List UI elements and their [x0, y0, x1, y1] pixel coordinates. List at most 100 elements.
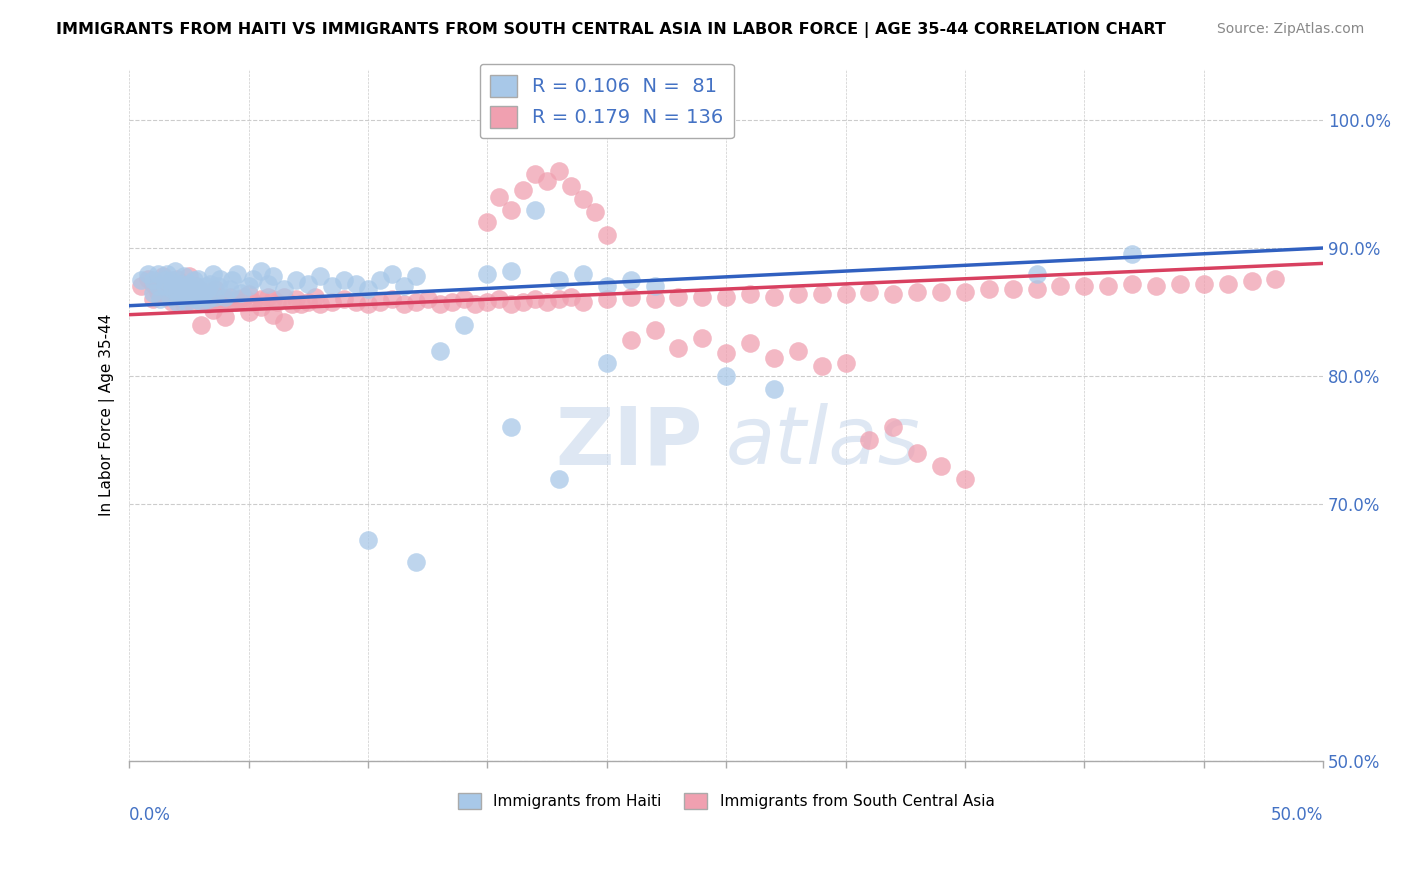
Point	[152, 269, 174, 284]
Point	[163, 264, 186, 278]
Point	[297, 277, 319, 291]
Point	[180, 294, 202, 309]
Point	[572, 192, 595, 206]
Point	[668, 290, 690, 304]
Point	[882, 420, 904, 434]
Point	[197, 297, 219, 311]
Point	[273, 282, 295, 296]
Point	[668, 341, 690, 355]
Point	[381, 293, 404, 307]
Point	[183, 273, 205, 287]
Point	[762, 382, 785, 396]
Point	[321, 294, 343, 309]
Point	[1073, 279, 1095, 293]
Point	[207, 294, 229, 309]
Point	[224, 294, 246, 309]
Point	[256, 277, 278, 291]
Point	[218, 282, 240, 296]
Point	[548, 164, 571, 178]
Point	[204, 290, 226, 304]
Point	[166, 279, 188, 293]
Text: ZIP: ZIP	[555, 403, 703, 482]
Point	[201, 290, 224, 304]
Point	[464, 297, 486, 311]
Point	[1097, 279, 1119, 293]
Point	[344, 294, 367, 309]
Point	[177, 277, 200, 291]
Point	[977, 282, 1000, 296]
Point	[280, 297, 302, 311]
Point	[207, 279, 229, 293]
Point	[548, 472, 571, 486]
Point	[170, 282, 193, 296]
Point	[190, 294, 212, 309]
Point	[266, 294, 288, 309]
Point	[232, 290, 254, 304]
Point	[501, 297, 523, 311]
Point	[714, 369, 737, 384]
Text: IMMIGRANTS FROM HAITI VS IMMIGRANTS FROM SOUTH CENTRAL ASIA IN LABOR FORCE | AGE: IMMIGRANTS FROM HAITI VS IMMIGRANTS FROM…	[56, 22, 1166, 38]
Point	[193, 287, 215, 301]
Point	[429, 343, 451, 358]
Point	[810, 359, 832, 373]
Point	[170, 290, 193, 304]
Point	[180, 282, 202, 296]
Point	[596, 293, 619, 307]
Point	[177, 279, 200, 293]
Point	[786, 343, 808, 358]
Point	[297, 294, 319, 309]
Point	[238, 287, 260, 301]
Point	[183, 287, 205, 301]
Point	[501, 202, 523, 217]
Point	[176, 290, 198, 304]
Point	[762, 290, 785, 304]
Point	[163, 287, 186, 301]
Point	[344, 277, 367, 291]
Point	[256, 290, 278, 304]
Point	[273, 290, 295, 304]
Point	[524, 202, 547, 217]
Point	[905, 446, 928, 460]
Point	[1121, 277, 1143, 291]
Point	[1192, 277, 1215, 291]
Point	[285, 273, 308, 287]
Point	[176, 285, 198, 299]
Point	[200, 277, 222, 291]
Point	[249, 264, 271, 278]
Point	[381, 267, 404, 281]
Point	[405, 555, 427, 569]
Point	[738, 287, 761, 301]
Point	[501, 420, 523, 434]
Point	[214, 293, 236, 307]
Point	[170, 277, 193, 291]
Point	[187, 293, 209, 307]
Point	[644, 323, 666, 337]
Point	[187, 272, 209, 286]
Text: Source: ZipAtlas.com: Source: ZipAtlas.com	[1216, 22, 1364, 37]
Point	[228, 293, 250, 307]
Point	[184, 293, 207, 307]
Point	[477, 267, 499, 281]
Point	[357, 297, 380, 311]
Point	[190, 290, 212, 304]
Point	[1144, 279, 1167, 293]
Point	[368, 273, 391, 287]
Point	[1216, 277, 1239, 291]
Point	[156, 282, 179, 296]
Point	[488, 190, 510, 204]
Point	[524, 167, 547, 181]
Point	[262, 308, 284, 322]
Point	[290, 297, 312, 311]
Point	[208, 290, 231, 304]
Point	[1049, 279, 1071, 293]
Point	[146, 267, 169, 281]
Point	[129, 279, 152, 293]
Point	[159, 290, 181, 304]
Point	[159, 274, 181, 288]
Point	[193, 290, 215, 304]
Point	[488, 293, 510, 307]
Point	[1001, 282, 1024, 296]
Point	[197, 282, 219, 296]
Point	[905, 285, 928, 299]
Point	[477, 294, 499, 309]
